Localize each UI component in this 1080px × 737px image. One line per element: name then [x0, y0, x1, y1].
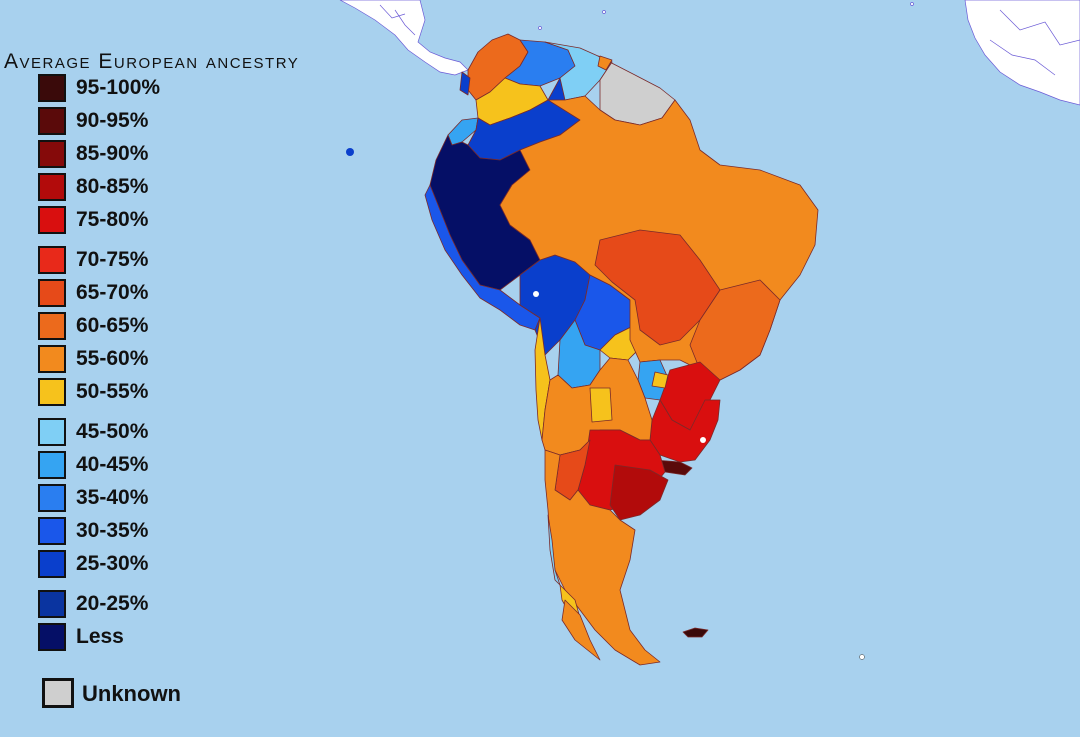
legend-swatch: [38, 623, 66, 651]
legend-item: 80-85%: [38, 173, 208, 205]
legend-item: 20-25%: [38, 590, 208, 622]
lagoa-dos-patos: [700, 437, 706, 443]
legend-swatch: [38, 206, 66, 234]
legend-item: 50-55%: [38, 378, 208, 410]
legend-label: Less: [76, 625, 124, 648]
legend-item: 95-100%: [38, 74, 208, 106]
atlantic-island: [859, 654, 865, 660]
legend-item: 30-35%: [38, 517, 208, 549]
legend-label: 35-40%: [76, 486, 149, 509]
legend-label: 45-50%: [76, 420, 149, 443]
legend-label: 70-75%: [76, 248, 149, 271]
legend-item: 90-95%: [38, 107, 208, 139]
africa-landmass: [964, 0, 1080, 106]
legend-swatch: [38, 451, 66, 479]
legend-item: 65-70%: [38, 279, 208, 311]
legend-label: 95-100%: [76, 76, 161, 99]
legend-title: Average European ancestry: [4, 50, 300, 73]
legend-swatch: [38, 550, 66, 578]
legend-label: 75-80%: [76, 208, 149, 231]
legend-swatch: [38, 107, 66, 135]
legend-label: 50-55%: [76, 380, 149, 403]
legend-item: 35-40%: [38, 484, 208, 516]
legend-swatch-unknown: [42, 678, 74, 708]
legend-item: Less: [38, 623, 208, 655]
legend-item: 70-75%: [38, 246, 208, 278]
legend-swatch: [38, 74, 66, 102]
legend-item: 60-65%: [38, 312, 208, 344]
legend-label: 25-30%: [76, 552, 149, 575]
legend-swatch: [38, 140, 66, 168]
legend-item: 25-30%: [38, 550, 208, 582]
legend-swatch: [38, 378, 66, 406]
legend-label: 30-35%: [76, 519, 149, 542]
legend-swatch: [38, 484, 66, 512]
legend-item: 45-50%: [38, 418, 208, 450]
legend-swatch: [38, 279, 66, 307]
legend-label: 60-65%: [76, 314, 149, 337]
legend-label-unknown: Unknown: [82, 681, 181, 706]
legend-label: 55-60%: [76, 347, 149, 370]
legend-label: 65-70%: [76, 281, 149, 304]
legend-swatch: [38, 246, 66, 274]
legend-label: 40-45%: [76, 453, 149, 476]
legend-item: 85-90%: [38, 140, 208, 172]
legend-label: 80-85%: [76, 175, 149, 198]
legend-item: 40-45%: [38, 451, 208, 483]
galapagos-islands: [346, 148, 354, 156]
legend-swatch: [38, 418, 66, 446]
legend-swatch: [38, 173, 66, 201]
legend-swatch: [38, 517, 66, 545]
legend-swatch: [38, 345, 66, 373]
legend-label: 90-95%: [76, 109, 149, 132]
legend-swatch: [38, 312, 66, 340]
legend-item-unknown: Unknown: [42, 678, 222, 712]
legend-label: 85-90%: [76, 142, 149, 165]
south-america-regions: [424, 33, 819, 666]
legend-swatch: [38, 590, 66, 618]
lake-titicaca: [533, 291, 539, 297]
legend-label: 20-25%: [76, 592, 149, 615]
legend-item: 75-80%: [38, 206, 208, 238]
central-america-landmass: [339, 0, 469, 76]
legend-item: 55-60%: [38, 345, 208, 377]
caribbean-islands: [538, 2, 914, 30]
